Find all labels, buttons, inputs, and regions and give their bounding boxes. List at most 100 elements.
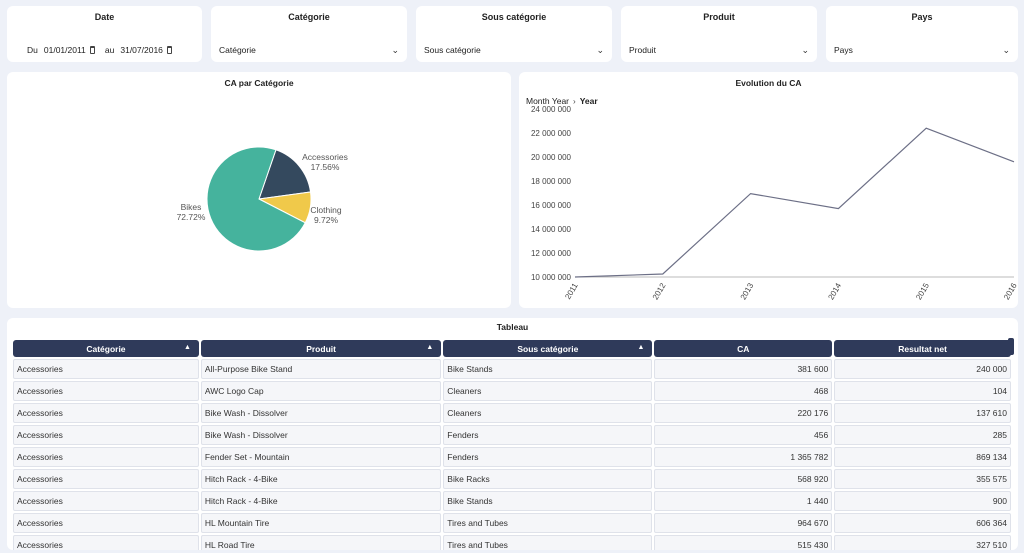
cell-categorie: Accessories	[13, 469, 199, 489]
cell-produit: Bike Wash - Dissolver	[200, 425, 442, 445]
cell-categorie: Accessories	[13, 381, 199, 401]
cell-categorie: Accessories	[13, 535, 199, 550]
pays-select[interactable]: Pays ⌄	[834, 40, 1010, 60]
table-row: Accessories Bike Wash - Dissolver Cleane…	[13, 403, 1011, 423]
cell-ca: 381 600	[654, 359, 833, 379]
produit-select-value: Produit	[629, 45, 656, 55]
x-tick-label: 2015	[914, 281, 931, 301]
sous-categorie-select[interactable]: Sous catégorie ⌄	[424, 40, 604, 60]
cell-produit: Hitch Rack - 4-Bike	[200, 491, 442, 511]
data-table: Catégorie ▲ Produit ▲ Sous catégorie ▲ CA R…	[11, 338, 1013, 550]
y-tick-label: 18 000 000	[531, 177, 572, 186]
column-header-produit[interactable]: Produit ▲	[200, 340, 442, 357]
y-tick-label: 16 000 000	[531, 201, 572, 210]
column-header-resultat-net[interactable]: Resultat net	[834, 340, 1011, 357]
cell-sous-categorie: Bike Stands	[443, 359, 653, 379]
filter-pays-title: Pays	[911, 12, 933, 22]
column-header-ca[interactable]: CA	[654, 340, 833, 357]
cell-produit: All-Purpose Bike Stand	[200, 359, 442, 379]
column-header-label: Catégorie	[86, 343, 126, 354]
x-tick-label: 2016	[1002, 281, 1018, 301]
sort-asc-icon[interactable]: ▲	[637, 344, 645, 351]
pie-label-bikes: Bikes	[181, 202, 202, 212]
cell-ca: 468	[654, 381, 833, 401]
cell-sous-categorie: Bike Stands	[443, 491, 653, 511]
cell-produit: HL Road Tire	[200, 535, 442, 550]
cell-sous-categorie: Fenders	[443, 425, 653, 445]
table-panel: Tableau Catégorie ▲ Produit ▲ Sous catégor…	[7, 318, 1018, 550]
cell-resultat-net: 606 364	[834, 513, 1011, 533]
table-row: Accessories AWC Logo Cap Cleaners 468 10…	[13, 381, 1011, 401]
cell-resultat-net: 240 000	[834, 359, 1011, 379]
x-tick-label: 2014	[826, 281, 843, 301]
filter-categorie-title: Catégorie	[288, 12, 330, 22]
calendar-icon[interactable]	[166, 46, 172, 54]
cell-categorie: Accessories	[13, 513, 199, 533]
table-row: Accessories HL Road Tire Tires and Tubes…	[13, 535, 1011, 550]
cell-sous-categorie: Bike Racks	[443, 469, 653, 489]
cell-produit: Bike Wash - Dissolver	[200, 403, 442, 423]
table-title: Tableau	[496, 322, 529, 332]
date-range: Du 01/01/2011 au 31/07/2016	[27, 40, 182, 60]
calendar-icon[interactable]	[89, 46, 95, 54]
column-header-label: Produit	[306, 343, 336, 354]
y-tick-label: 10 000 000	[531, 273, 572, 282]
table-row: Accessories HL Mountain Tire Tires and T…	[13, 513, 1011, 533]
cell-sous-categorie: Cleaners	[443, 403, 653, 423]
cell-resultat-net: 327 510	[834, 535, 1011, 550]
cell-sous-categorie: Tires and Tubes	[443, 535, 653, 550]
column-header-label: Sous catégorie	[517, 343, 579, 354]
column-header-label: CA	[737, 343, 750, 354]
categorie-select[interactable]: Catégorie ⌄	[219, 40, 399, 60]
date-to-label: au	[104, 45, 115, 55]
line-chart: 10 000 000 12 000 000 14 000 000 16 000 000…	[531, 105, 1018, 301]
sort-asc-icon[interactable]: ▲	[426, 344, 434, 351]
cell-categorie: Accessories	[13, 425, 199, 445]
cell-ca: 568 920	[654, 469, 833, 489]
y-tick-label: 20 000 000	[531, 153, 572, 162]
column-header-categorie[interactable]: Catégorie ▲	[13, 340, 199, 357]
date-to-input[interactable]: 31/07/2016	[120, 45, 163, 55]
cell-sous-categorie: Cleaners	[443, 381, 653, 401]
cell-resultat-net: 355 575	[834, 469, 1011, 489]
x-tick-label: 2013	[739, 281, 756, 301]
filter-sous-categorie-card: Sous catégorie Sous catégorie ⌄	[416, 6, 612, 62]
filter-produit-card: Produit Produit ⌄	[621, 6, 817, 62]
cell-categorie: Accessories	[13, 447, 199, 467]
pie-pct-clothing: 9.72%	[314, 215, 339, 225]
pays-select-value: Pays	[834, 45, 853, 55]
column-header-sous-categorie[interactable]: Sous catégorie ▲	[443, 340, 653, 357]
pie-label-clothing: Clothing	[310, 205, 341, 215]
filter-sous-categorie-title: Sous catégorie	[481, 12, 547, 22]
cell-resultat-net: 137 610	[834, 403, 1011, 423]
sort-asc-icon[interactable]: ▲	[183, 344, 191, 351]
y-tick-label: 24 000 000	[531, 105, 572, 114]
pie-slice-bikes	[206, 146, 306, 252]
filter-produit-title: Produit	[703, 12, 735, 22]
table-scrollbar[interactable]	[1008, 338, 1014, 355]
cell-ca: 456	[654, 425, 833, 445]
cell-resultat-net: 900	[834, 491, 1011, 511]
date-from-label: Du	[27, 45, 38, 55]
filter-categorie-card: Catégorie Catégorie ⌄	[211, 6, 407, 62]
table-row: Accessories Bike Wash - Dissolver Fender…	[13, 425, 1011, 445]
produit-select[interactable]: Produit ⌄	[629, 40, 809, 60]
x-tick-label: 2012	[651, 281, 668, 301]
table-row: Accessories Fender Set - Mountain Fender…	[13, 447, 1011, 467]
column-header-label: Resultat net	[898, 343, 947, 354]
y-tick-label: 12 000 000	[531, 249, 572, 258]
pie-title: CA par Catégorie	[224, 78, 294, 88]
table-row: Accessories Hitch Rack - 4-Bike Bike Sta…	[13, 491, 1011, 511]
table-row: Accessories All-Purpose Bike Stand Bike …	[13, 359, 1011, 379]
cell-resultat-net: 869 134	[834, 447, 1011, 467]
pie-pct-accessories: 17.56%	[311, 162, 340, 172]
cell-categorie: Accessories	[13, 403, 199, 423]
filter-date-card: Date Du 01/01/2011 au 31/07/2016	[7, 6, 202, 62]
cell-produit: HL Mountain Tire	[200, 513, 442, 533]
line-panel: Evolution du CA Month Year › Year 10 000…	[519, 72, 1018, 308]
breadcrumb-month-year[interactable]: Month Year	[526, 96, 570, 106]
date-from-input[interactable]: 01/01/2011	[43, 45, 86, 55]
categorie-select-value: Catégorie	[219, 45, 256, 55]
cell-categorie: Accessories	[13, 359, 199, 379]
